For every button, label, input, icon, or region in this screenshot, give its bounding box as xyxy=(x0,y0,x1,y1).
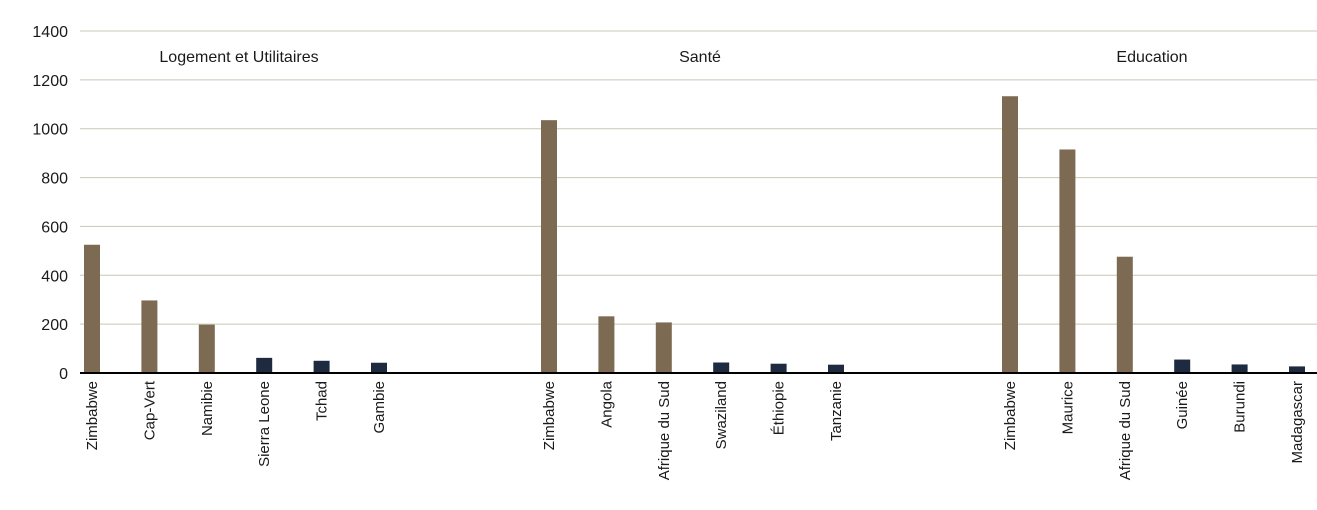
bar xyxy=(713,362,730,373)
group-title: Santé xyxy=(679,49,721,66)
bars xyxy=(84,96,1305,374)
bar xyxy=(1174,359,1191,373)
group-title: Education xyxy=(1116,49,1187,66)
x-tick-label: Swaziland xyxy=(713,381,730,449)
x-axis-category-labels: Zimbabwe Cap-Vert Namibie Sierra Leone Tchad… xyxy=(84,380,1306,480)
group-titles: Logement et Utilitaires Santé Education xyxy=(159,49,1187,66)
y-tick-label: 1200 xyxy=(32,73,68,90)
bar xyxy=(541,120,557,374)
y-tick-label: 1000 xyxy=(32,122,68,139)
x-tick-label: Afrique du Sud xyxy=(1117,381,1134,480)
y-tick-label: 600 xyxy=(41,219,68,236)
bar xyxy=(1289,366,1305,373)
x-tick-label: Maurice xyxy=(1059,381,1076,434)
x-tick-label: Madagascar xyxy=(1289,381,1306,464)
bar xyxy=(828,364,844,373)
x-tick-label: Angola xyxy=(598,380,615,427)
bar xyxy=(141,300,158,373)
bar xyxy=(256,357,273,373)
y-tick-label: 0 xyxy=(59,366,68,383)
bar xyxy=(84,244,100,373)
bar xyxy=(198,324,215,373)
bar xyxy=(1116,256,1133,373)
x-tick-label: Cap-Vert xyxy=(141,380,158,440)
bar xyxy=(1231,364,1248,373)
gridlines xyxy=(80,30,1317,325)
x-tick-label: Zimbabwe xyxy=(1002,381,1019,450)
bar xyxy=(655,322,672,373)
x-tick-label: Afrique du Sud xyxy=(656,381,673,480)
group-title: Logement et Utilitaires xyxy=(159,49,318,66)
x-tick-label: Zimbabwe xyxy=(541,381,558,450)
x-tick-label: Burundi xyxy=(1232,381,1249,433)
bar xyxy=(371,362,387,373)
y-axis-tick-labels: 0 200 400 600 800 1000 1200 1400 xyxy=(32,24,68,383)
y-tick-label: 800 xyxy=(41,171,68,188)
y-tick-label: 1400 xyxy=(32,24,68,41)
x-tick-label: Tanzanie xyxy=(828,381,845,441)
y-tick-label: 200 xyxy=(41,317,68,334)
bar xyxy=(1002,96,1018,373)
x-tick-label: Tchad xyxy=(314,381,331,421)
x-tick-label: Guinée xyxy=(1174,381,1191,429)
x-tick-label: Namibie xyxy=(199,381,216,436)
x-tick-label: Sierra Leone xyxy=(256,381,273,467)
y-tick-label: 400 xyxy=(41,268,68,285)
bar xyxy=(770,363,787,373)
x-tick-label: Gambie xyxy=(371,381,388,434)
x-tick-label: Zimbabwe xyxy=(84,381,101,450)
bar xyxy=(313,360,330,373)
bar xyxy=(1059,149,1076,373)
x-tick-label: Éthiopie xyxy=(771,381,788,435)
bar xyxy=(598,316,615,373)
